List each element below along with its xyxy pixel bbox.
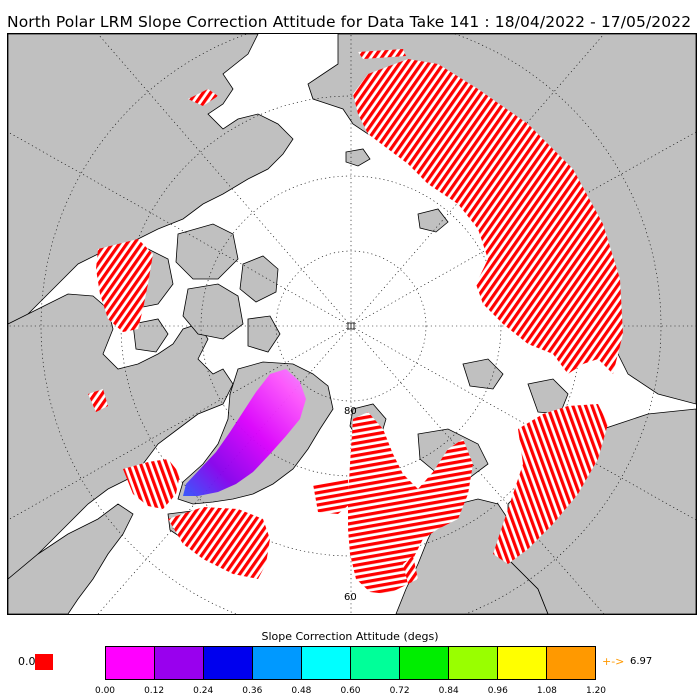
land-arch-3 (182, 283, 244, 340)
swath-kara-bit (403, 556, 418, 584)
legend-overflow-value: 6.97 (630, 656, 653, 667)
lat-label-80: 80 (344, 406, 357, 417)
land-franz-josef (462, 358, 504, 390)
colorbar-swatch-1 (155, 647, 204, 679)
polar-map-svg: 80 60 (8, 34, 696, 614)
land-new-siberian (417, 208, 449, 233)
land-labrador (8, 503, 134, 614)
swath-hudson-bit (88, 389, 108, 412)
meridian-7 (8, 131, 352, 327)
lat-circle-80 (275, 250, 427, 402)
legend-title: Slope Correction Attitude (degs) (261, 630, 439, 643)
colorbar-tick-label: 0.96 (487, 686, 508, 696)
swath-norwegian (313, 479, 350, 514)
north-pole-marker (347, 322, 355, 330)
swath-south-greenland (123, 459, 180, 509)
lat-circle-50 (40, 34, 662, 614)
colorbar-tick-label: 0.72 (389, 686, 410, 696)
meridian-12 (350, 325, 605, 614)
land-arch-2 (175, 223, 239, 280)
legend-zero-swatch (35, 654, 53, 670)
colorbar-swatch-4 (302, 647, 351, 679)
colorbar-tick-label: 0.36 (242, 686, 263, 696)
colorbar-swatch-0 (106, 647, 155, 679)
colorbar-swatch-6 (400, 647, 449, 679)
lat-label-60: 60 (344, 592, 357, 603)
land-taimyr (527, 378, 569, 415)
swath-baffin (96, 239, 153, 332)
colorbar-tick-label: 0.48 (291, 686, 312, 696)
colorbar-tick-label: 1.08 (536, 686, 557, 696)
colorbar-swatch-9 (547, 647, 595, 679)
colorbar-tick-label: 1.20 (585, 686, 607, 696)
swaths-zero (88, 49, 623, 594)
colorbar (105, 646, 596, 680)
swath-top-bit (358, 49, 406, 59)
colorbar-tick-label: 0.12 (144, 686, 165, 696)
land-arch-6 (247, 315, 281, 353)
meridian-10 (350, 325, 696, 521)
swath-alaska-bit (188, 89, 218, 106)
swath-iceland (168, 507, 270, 579)
colorbar-tick-label: 0.84 (438, 686, 459, 696)
map-title: North Polar LRM Slope Correction Attitud… (7, 13, 692, 31)
greenland-data (183, 369, 306, 496)
land-arch-4 (239, 255, 279, 303)
greenland-colored-swath (183, 369, 306, 496)
land-wrangel (345, 148, 371, 167)
swath-barents (348, 412, 473, 594)
colorbar-tick-label: 0.60 (340, 686, 361, 696)
polar-map: 80 60 (7, 33, 697, 615)
swath-russia-arc (493, 404, 608, 564)
colorbar-swatch-7 (449, 647, 498, 679)
colorbar-swatch-2 (204, 647, 253, 679)
land-alaska (8, 34, 294, 325)
legend-overflow-arrow: +-> (602, 655, 625, 668)
colorbar-swatch-5 (351, 647, 400, 679)
meridian-11 (97, 325, 352, 614)
colorbar-tick-label: 0.00 (94, 686, 116, 696)
land-arch-5 (132, 318, 169, 353)
meridian-9 (8, 325, 352, 521)
colorbar-tick-label: 0.24 (193, 686, 214, 696)
legend-zero-label: 0.0 (18, 655, 36, 668)
colorbar-swatch-8 (498, 647, 547, 679)
swath-siberia-arc (353, 59, 623, 374)
colorbar-swatch-3 (253, 647, 302, 679)
